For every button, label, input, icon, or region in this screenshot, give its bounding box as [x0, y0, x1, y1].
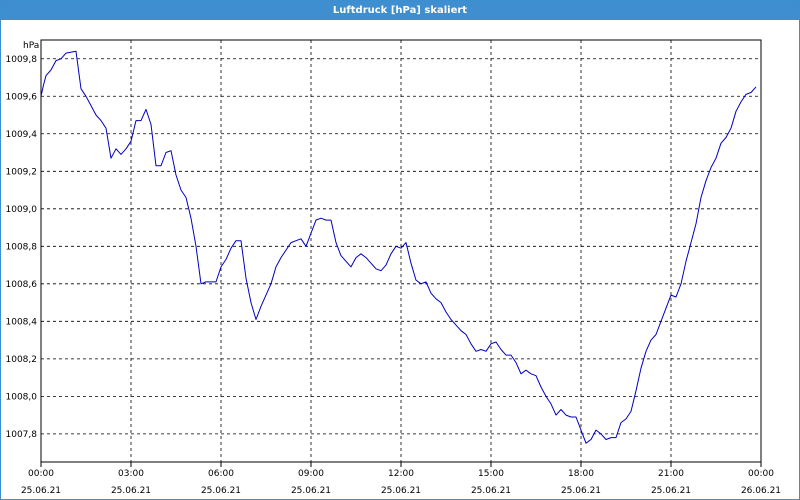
- x-tick-date-label: 26.06.21: [741, 486, 781, 496]
- x-axis-ticks: 00:00 25.06.21 03:00 25.06.21 06:00 25.06.21 0…: [21, 462, 781, 496]
- x-tick-date-label: 25.06.21: [111, 486, 151, 496]
- y-tick-label: 1009,6: [6, 92, 38, 102]
- y-tick-label: 1009,0: [6, 205, 38, 215]
- x-tick-date-label: 25.06.21: [561, 486, 601, 496]
- x-tick-time-label: 03:00: [118, 469, 144, 479]
- x-tick-time-label: 00:00: [748, 469, 774, 479]
- y-tick-label: 1008,8: [6, 242, 38, 252]
- y-axis-unit-label: hPa: [23, 41, 39, 51]
- x-tick-time-label: 00:00: [28, 469, 54, 479]
- grid-lines: [41, 40, 761, 462]
- x-tick-time-label: 06:00: [208, 469, 234, 479]
- y-tick-label: 1009,8: [6, 55, 38, 65]
- x-tick-date-label: 25.06.21: [291, 486, 331, 496]
- window-title-bar: Luftdruck [hPa] skaliert: [1, 1, 799, 20]
- x-tick-time-label: 18:00: [568, 469, 594, 479]
- x-tick-date-label: 25.06.21: [21, 486, 61, 496]
- y-tick-label: 1009,4: [6, 130, 38, 140]
- window-title: Luftdruck [hPa] skaliert: [332, 5, 468, 16]
- x-tick-time-label: 09:00: [298, 469, 324, 479]
- x-tick-time-label: 21:00: [658, 469, 684, 479]
- x-tick-date-label: 25.06.21: [651, 486, 691, 496]
- x-tick-date-label: 25.06.21: [201, 486, 241, 496]
- y-tick-label: 1007,8: [6, 430, 38, 440]
- x-tick-time-label: 15:00: [478, 469, 504, 479]
- x-tick-date-label: 25.06.21: [471, 486, 511, 496]
- y-tick-label: 1008,0: [6, 392, 38, 402]
- y-tick-label: 1008,6: [6, 280, 38, 290]
- pressure-chart: hPa 1007,8 1008,0 1008,2 1008,4 1008,6 1008,8…: [6, 39, 781, 496]
- series-layer: [40, 50, 757, 444]
- x-tick-date-label: 25.06.21: [381, 486, 421, 496]
- x-tick-time-label: 12:00: [388, 469, 414, 479]
- y-tick-label: 1009,2: [6, 167, 38, 177]
- y-tick-label: 1008,4: [6, 317, 38, 327]
- y-tick-label: 1008,2: [6, 355, 38, 365]
- pressure-series-line: [40, 50, 757, 444]
- y-axis-ticks: 1007,8 1008,0 1008,2 1008,4 1008,6 1008,8 1009…: [6, 55, 38, 440]
